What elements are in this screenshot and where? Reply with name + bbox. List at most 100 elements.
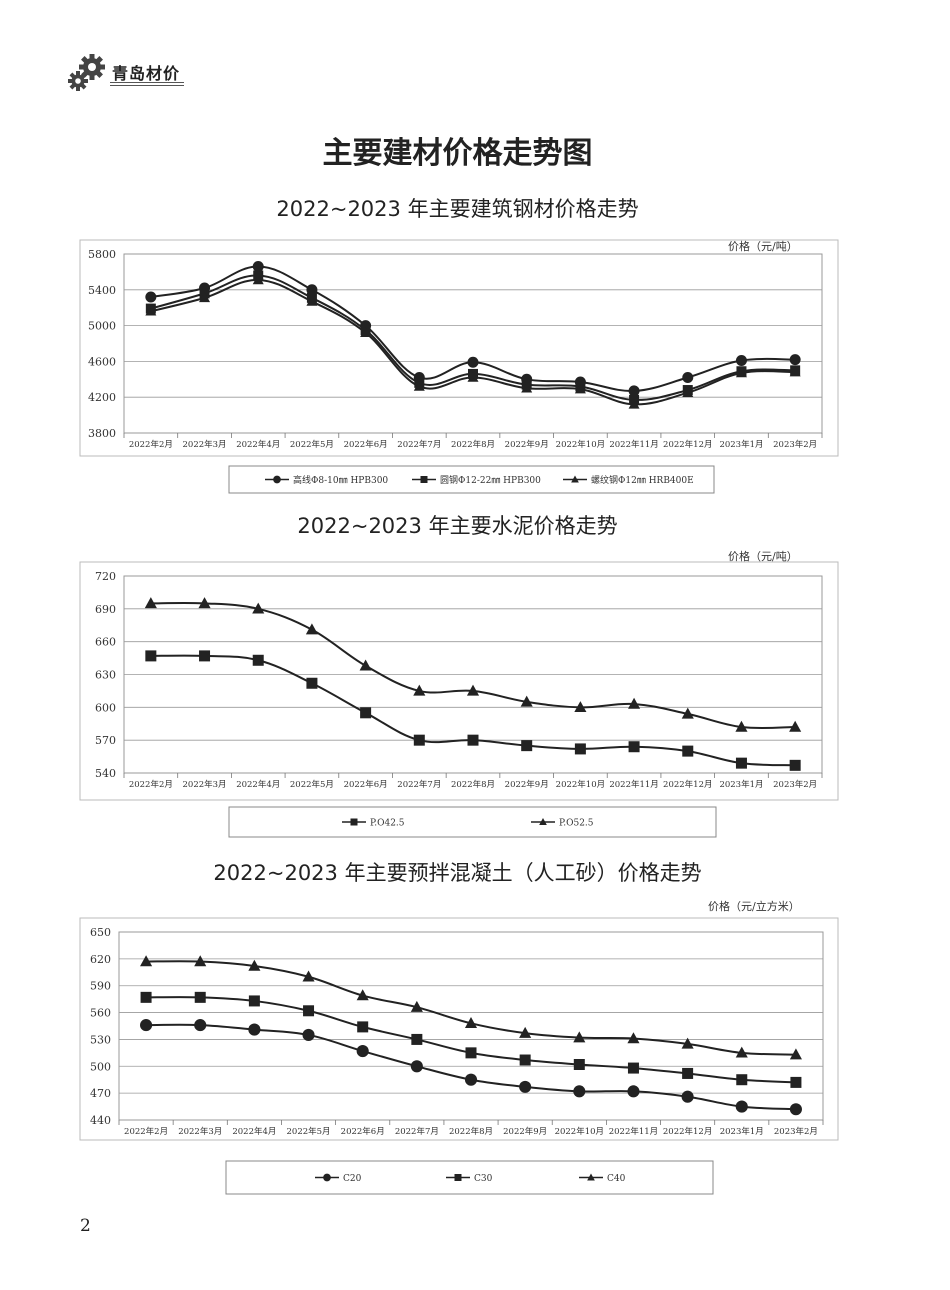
concrete-data-point: [627, 1085, 640, 1098]
cement-x-tick-label: 2022年11月: [609, 779, 658, 790]
cement-x-tick-label: 2022年2月: [129, 779, 173, 790]
concrete-legend-label: C40: [607, 1174, 626, 1184]
concrete-data-point: [465, 1047, 477, 1059]
concrete-data-point: [410, 1060, 423, 1073]
steel-legend-marker: [273, 475, 281, 484]
concrete-data-point: [573, 1031, 586, 1043]
cement-x-tick-label: 2022年6月: [344, 779, 388, 790]
concrete-data-point: [356, 1045, 369, 1058]
steel-legend-label: 高线Φ8-10㎜ HPB300: [293, 474, 388, 486]
steel-data-point: [735, 355, 747, 367]
steel-y-tick-label: 4200: [88, 391, 116, 404]
cement-data-point: [413, 734, 425, 746]
cement-x-tick-label: 2022年10月: [556, 779, 605, 790]
cement-data-point: [682, 745, 694, 757]
concrete-data-point: [411, 1033, 423, 1045]
cement-y-tick-label: 690: [95, 603, 116, 616]
steel-x-tick-label: 2022年2月: [129, 439, 173, 450]
concrete-legend: [225, 1160, 714, 1195]
brand-name: 青岛材价: [112, 64, 181, 83]
concrete-data-point: [681, 1090, 694, 1103]
steel-chart-title: 2022~2023 年主要建筑钢材价格走势: [276, 197, 639, 221]
concrete-legend-marker: [323, 1173, 331, 1182]
steel-x-tick-label: 2022年6月: [344, 439, 388, 450]
concrete-legend-label: C20: [343, 1174, 362, 1184]
cement-x-tick-label: 2022年5月: [290, 779, 334, 790]
cement-data-point: [735, 757, 747, 769]
steel-legend-marker: [420, 476, 428, 483]
concrete-data-point: [357, 1021, 369, 1033]
cement-y-tick-label: 540: [95, 767, 116, 780]
steel-y-tick-label: 5000: [88, 320, 116, 333]
steel-x-tick-label: 2022年9月: [505, 439, 549, 450]
page-title: 主要建材价格走势图: [322, 136, 593, 171]
concrete-x-tick-label: 2022年12月: [663, 1126, 712, 1137]
concrete-data-point: [681, 1037, 694, 1049]
concrete-x-tick-label: 2023年2月: [774, 1126, 818, 1137]
cement-data-point: [681, 707, 694, 719]
concrete-y-tick-label: 500: [90, 1060, 111, 1073]
concrete-data-point: [573, 1058, 585, 1070]
cement-chart-title: 2022~2023 年主要水泥价格走势: [297, 514, 618, 538]
cement-x-tick-label: 2022年4月: [236, 779, 280, 790]
cement-data-point: [252, 654, 264, 666]
steel-data-point: [145, 291, 157, 303]
cement-legend: [228, 806, 717, 838]
cement-x-tick-label: 2022年12月: [663, 779, 712, 790]
cement-data-point: [467, 734, 479, 746]
concrete-data-point: [140, 991, 152, 1003]
concrete-data-point: [519, 1054, 531, 1066]
concrete-series-line-0: [146, 1023, 796, 1111]
steel-x-tick-label: 2022年5月: [290, 439, 334, 450]
cement-data-point: [466, 684, 480, 696]
cement-data-point: [628, 697, 641, 709]
cement-y-tick-label: 600: [95, 701, 116, 714]
cement-data-point: [574, 743, 586, 755]
cement-series-line-0: [150, 654, 796, 767]
concrete-data-point: [627, 1032, 640, 1044]
cement-data-point: [520, 695, 533, 707]
concrete-legend-label: C30: [474, 1174, 493, 1184]
concrete-data-point: [194, 955, 207, 967]
header-rule: [110, 82, 184, 83]
cement-data-point: [305, 623, 318, 635]
steel-data-point: [574, 383, 586, 394]
steel-y-tick-label: 4600: [88, 355, 116, 368]
concrete-data-point: [736, 1074, 748, 1086]
concrete-data-point: [410, 1000, 423, 1012]
cement-data-point: [574, 701, 587, 713]
cement-y-tick-label: 630: [95, 669, 116, 682]
concrete-x-tick-label: 2022年8月: [449, 1126, 493, 1137]
concrete-y-tick-label: 560: [90, 1007, 111, 1020]
concrete-data-point: [735, 1100, 748, 1113]
cement-data-point: [735, 720, 748, 732]
cement-data-point: [413, 684, 426, 696]
cement-data-point: [521, 740, 533, 752]
steel-legend-label: 圆钢Φ12-22㎜ HPB300: [440, 474, 541, 486]
concrete-data-point: [194, 1019, 207, 1032]
concrete-chart-title: 2022~2023 年主要预拌混凝土（人工砂）价格走势: [213, 861, 702, 885]
steel-data-point: [306, 295, 318, 306]
cement-legend-marker: [539, 818, 547, 825]
cement-data-point: [359, 659, 372, 671]
steel-x-tick-label: 2023年2月: [773, 439, 817, 450]
cement-data-point: [145, 650, 157, 662]
cement-x-tick-label: 2023年2月: [773, 779, 817, 790]
concrete-data-point: [302, 970, 315, 982]
cement-data-point: [628, 741, 640, 753]
steel-y-tick-label: 5800: [88, 248, 116, 261]
steel-data-point: [360, 327, 372, 338]
cement-y-tick-label: 660: [95, 636, 116, 649]
concrete-data-point: [464, 1017, 478, 1029]
concrete-data-point: [140, 1019, 153, 1032]
cement-data-point: [789, 720, 802, 732]
cement-x-tick-label: 2022年7月: [397, 779, 441, 790]
concrete-data-point: [194, 991, 206, 1003]
concrete-data-point: [682, 1067, 694, 1079]
concrete-x-tick-label: 2022年7月: [395, 1126, 439, 1137]
concrete-x-tick-label: 2022年11月: [609, 1126, 658, 1137]
concrete-data-point: [464, 1073, 478, 1086]
steel-data-point: [306, 284, 318, 296]
concrete-x-tick-label: 2022年6月: [341, 1126, 385, 1137]
